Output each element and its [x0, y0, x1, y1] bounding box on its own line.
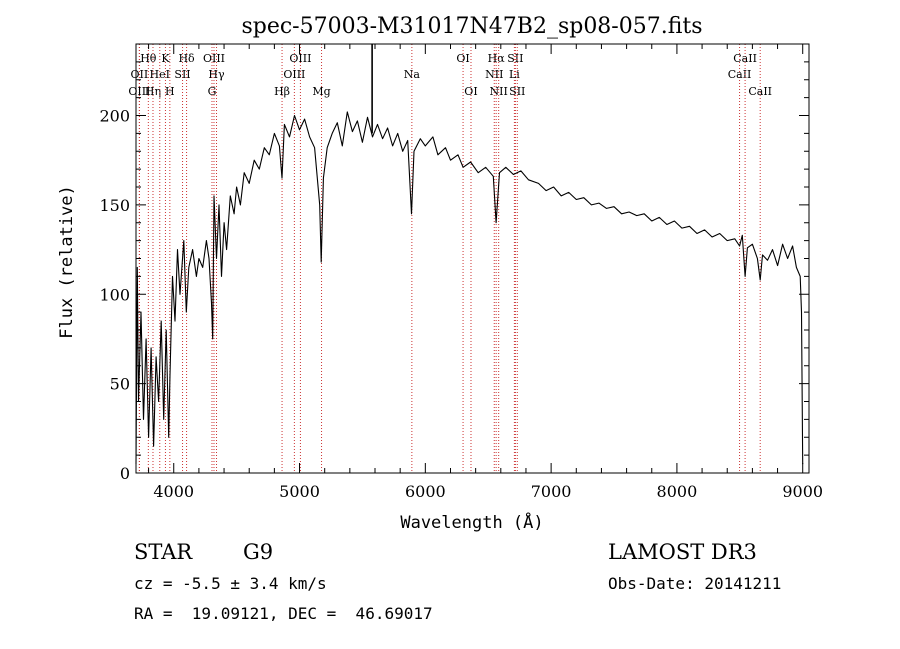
line-marker-label-6: H — [165, 85, 175, 98]
line-marker-label-11: G — [208, 85, 217, 98]
line-marker-label-27: CaII — [748, 85, 772, 98]
x-tick-label-3: 7000 — [531, 482, 572, 501]
survey-name: LAMOST DR3 — [608, 540, 757, 564]
line-marker-label-18: OI — [464, 85, 477, 98]
line-marker-label-10: Hγ — [208, 68, 225, 81]
ticks-layer: 4000 5000 6000 7000 8000 9000 0 50 100 150 200 — [99, 44, 823, 501]
line-marker-label-22: SII — [507, 52, 523, 65]
x-tick-label-0: 4000 — [153, 482, 194, 501]
object-subclass: G9 — [243, 540, 274, 564]
series-layer — [135, 44, 804, 465]
x-tick-label-5: 9000 — [782, 482, 823, 501]
line-marker-label-0: Hθ — [140, 52, 157, 65]
line-marker-label-7: SII — [174, 68, 190, 81]
line-marker-label-26: CaII — [733, 52, 757, 65]
line-marker-label-23: Li — [509, 68, 520, 81]
y-tick-label-2: 100 — [99, 285, 130, 304]
chart-title: spec-57003-M31017N47B2_sp08-057.fits — [241, 14, 702, 39]
redshift-velocity: cz = -5.5 ± 3.4 km/s — [134, 574, 327, 593]
y-tick-label-0: 0 — [120, 464, 130, 483]
line-marker-label-12: Hβ — [274, 85, 290, 98]
line-marker-label-13: OIII — [289, 52, 311, 65]
y-tick-label-3: 150 — [99, 196, 130, 215]
line-marker-label-5: K — [161, 52, 170, 65]
line-marker-label-9: OIII — [203, 52, 225, 65]
line-marker-label-21: NII — [490, 85, 508, 98]
x-tick-label-2: 6000 — [405, 482, 446, 501]
coordinates: RA = 19.09121, DEC = 46.69017 — [134, 604, 433, 623]
y-axis-label: Flux (relative) — [57, 185, 77, 339]
object-class: STAR — [134, 540, 193, 564]
line-marker-label-2: OIII — [128, 85, 150, 98]
plot-frame — [135, 43, 810, 474]
y-tick-label-1: 50 — [110, 375, 130, 394]
line-marker-label-17: OI — [456, 52, 469, 65]
x-axis-label: Wavelength (Å) — [400, 511, 543, 533]
line-marker-label-4: HeI — [150, 68, 170, 81]
line-marker-label-19: Hα — [488, 52, 506, 65]
spectrum-line-flux — [135, 111, 804, 465]
line-marker-label-8: Hδ — [178, 52, 195, 65]
line-marker-label-16: Na — [404, 68, 421, 81]
line-marker-label-20: NII — [485, 68, 503, 81]
line-marker-label-24: SII — [509, 85, 525, 98]
y-tick-label-4: 200 — [99, 107, 130, 126]
observation-date: Obs-Date: 20141211 — [608, 574, 782, 593]
x-tick-label-4: 8000 — [657, 482, 698, 501]
line-marker-label-3: Hη — [145, 85, 161, 98]
line-marker-label-14: OIII — [283, 68, 305, 81]
line-marker-label-25: CaII — [728, 68, 752, 81]
line-marker-label-15: Mg — [312, 85, 330, 98]
x-tick-label-1: 5000 — [279, 482, 320, 501]
